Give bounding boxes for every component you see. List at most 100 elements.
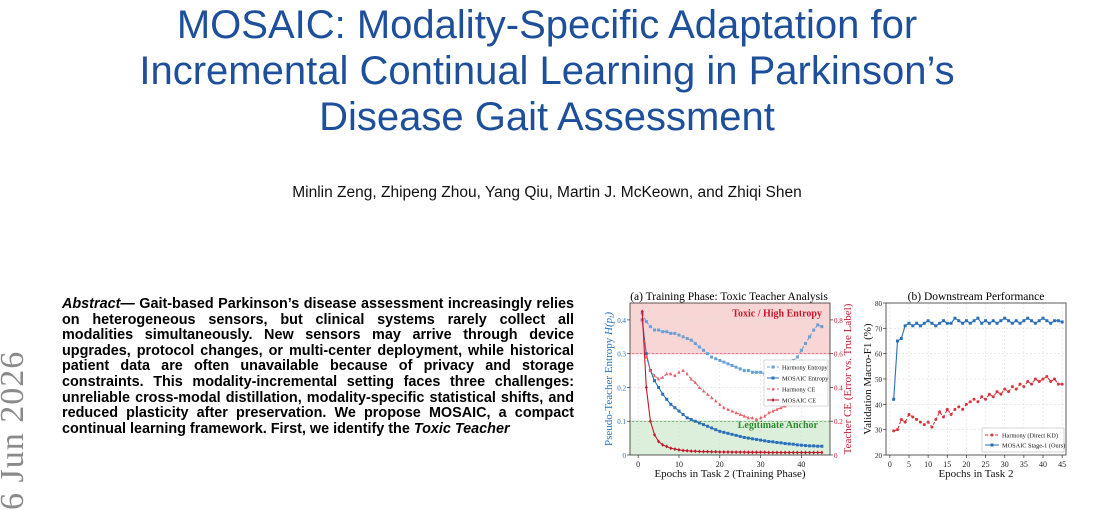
chart-a-point <box>775 450 779 455</box>
chart-a-point <box>657 328 661 332</box>
chart-b-point <box>1003 387 1007 391</box>
chart-b-ytick-label: 60 <box>875 351 883 359</box>
chart-a-xtick-label: 30 <box>757 460 765 469</box>
chart-b-legend-marker <box>990 433 994 437</box>
chart-b-ytick-label: 70 <box>875 325 883 333</box>
chart-a-point <box>726 362 730 366</box>
chart-b-ytick-label: 20 <box>875 452 883 460</box>
chart-a-point <box>730 409 734 413</box>
chart-b-xtick-label: 35 <box>1020 460 1028 469</box>
chart-b-point <box>1010 385 1014 389</box>
chart-a-point <box>783 450 787 455</box>
chart-a-legend-label: Harmony Entropy <box>782 365 828 372</box>
chart-a-point <box>718 449 722 454</box>
chart-b-point <box>934 324 938 328</box>
chart-a-point <box>742 369 746 373</box>
chart-b-point <box>1030 319 1034 323</box>
chart-a-point <box>693 449 697 454</box>
chart-b-point <box>1060 320 1064 324</box>
chart-b-point <box>1053 377 1057 381</box>
chart-b-point <box>926 319 930 323</box>
chart-b-point <box>1056 382 1060 386</box>
chart-b-point <box>1045 374 1049 378</box>
chart-b-point <box>934 418 938 422</box>
chart-a-point <box>665 371 669 376</box>
chart-a-point <box>673 447 677 452</box>
chart-b-xtick-label: 30 <box>1001 460 1009 469</box>
chart-b-point <box>911 324 915 328</box>
chart-a-point <box>759 370 763 374</box>
chart-b-point <box>1037 319 1041 323</box>
chart-a-point <box>795 443 799 447</box>
chart-b-point <box>1049 321 1053 325</box>
chart-a-point <box>738 367 742 371</box>
chart-a-point <box>746 450 750 455</box>
chart-a-point <box>693 380 697 384</box>
chart-b-point <box>995 321 999 325</box>
chart-a-point <box>665 444 669 449</box>
chart-b-point <box>1056 319 1060 323</box>
chart-b-point <box>995 390 999 394</box>
chart-a-point <box>661 330 665 334</box>
chart-a-band <box>630 421 830 455</box>
chart-a-xtick-label: 0 <box>636 460 640 469</box>
chart-b-series-line <box>893 375 1063 432</box>
chart-b-point <box>972 319 976 323</box>
chart-a-point <box>706 392 710 396</box>
chart-a-point <box>652 379 656 383</box>
chart-a-point <box>759 415 763 420</box>
chart-a-point <box>808 450 812 455</box>
chart-a-point <box>681 412 685 416</box>
chart-a-point <box>808 444 812 448</box>
chart-b-point <box>907 321 911 325</box>
chart-b-point <box>957 319 961 323</box>
chart-b-point <box>953 316 957 320</box>
chart-a-point <box>820 444 824 448</box>
chart-b-legend-box <box>981 427 1065 453</box>
chart-a-point <box>730 432 734 436</box>
chart-b-point <box>918 420 922 424</box>
chart-a-point <box>775 441 779 445</box>
chart-a-point <box>665 397 669 401</box>
chart-b-point <box>1026 316 1030 320</box>
chart-b-point <box>1030 382 1034 386</box>
chart-a-legend-marker <box>771 365 775 369</box>
author-list: Minlin Zeng, Zhipeng Zhou, Yang Qiu, Mar… <box>292 184 802 201</box>
chart-b-point <box>922 321 926 325</box>
chart-b-point <box>1033 321 1037 325</box>
chart-a-point <box>657 439 661 444</box>
chart-a-point <box>689 377 693 381</box>
chart-a-point <box>804 342 808 346</box>
chart-a-point <box>746 436 750 440</box>
chart-b-point <box>987 321 991 325</box>
chart-a-point <box>738 412 742 416</box>
chart-b-point <box>1045 319 1049 323</box>
chart-a-point <box>767 450 771 455</box>
chart-b-point <box>899 418 903 422</box>
chart-a-point <box>714 428 718 432</box>
chart-a-point <box>820 450 824 455</box>
chart-a-point <box>779 441 783 445</box>
chart-b-point <box>949 321 953 325</box>
chart-b-point <box>984 397 988 401</box>
chart-a-point <box>734 450 738 455</box>
chart-a-point <box>771 440 775 444</box>
chart-a-point <box>689 449 693 454</box>
chart-a-point <box>804 444 808 448</box>
chart-a-point <box>644 355 648 359</box>
chart-b-xtick-label: 45 <box>1058 460 1066 469</box>
chart-a-point <box>661 375 665 379</box>
chart-b-point <box>1049 380 1053 384</box>
chart-a-point <box>681 335 685 339</box>
chart-a-point <box>669 402 673 406</box>
chart-a-point <box>771 409 775 413</box>
chart-a-ytick-label: 0.4 <box>617 317 626 325</box>
chart-a-xtick-label: 40 <box>797 460 805 469</box>
chart-a-band-label: Legitimate Anchor <box>738 420 819 431</box>
chart-a-point <box>795 450 799 455</box>
chart-b-xlabel: Epochs in Task 2 <box>938 468 1013 480</box>
chart-a-legend-label: MOSAIC Entropy <box>782 376 829 383</box>
chart-a-xtick-label: 10 <box>675 460 683 469</box>
chart-a-y2label: Teacher CE (Error vs. True Label) <box>842 303 854 454</box>
chart-a-point <box>706 424 710 428</box>
